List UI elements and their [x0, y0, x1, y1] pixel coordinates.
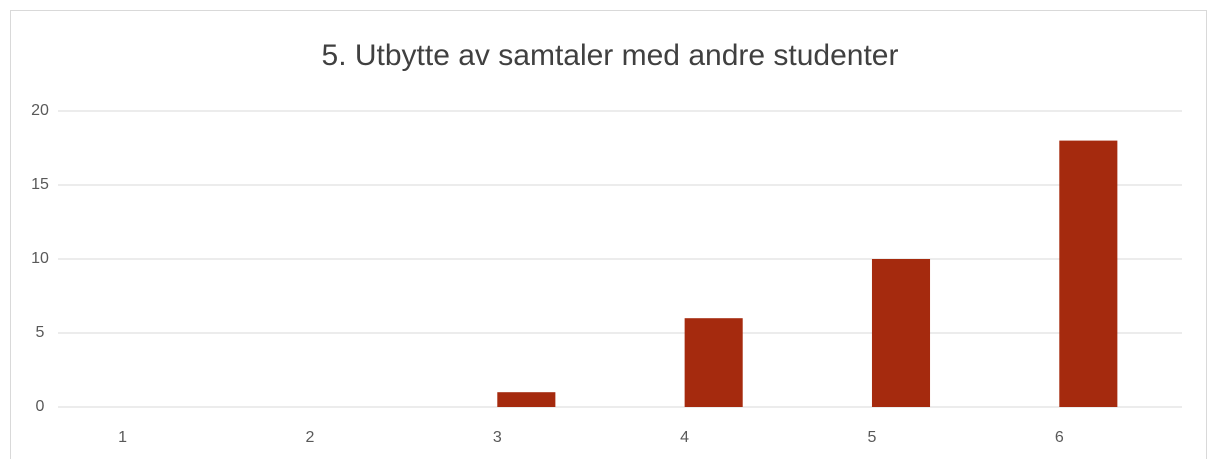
bar: [684, 318, 743, 407]
bar: [871, 259, 931, 407]
chart-title: 5. Utbytte av samtaler med andre student…: [322, 39, 899, 72]
x-tick-label: 4: [680, 429, 689, 446]
bar: [497, 392, 556, 407]
bar: [1059, 140, 1118, 407]
y-tick-label: 20: [31, 102, 49, 119]
y-tick-label: 5: [36, 324, 45, 341]
x-tick-label: 1: [118, 429, 127, 446]
chart-frame: [10, 10, 1207, 459]
x-tick-label: 5: [868, 429, 877, 446]
y-tick-label: 0: [36, 398, 45, 415]
x-tick-label: 6: [1055, 429, 1064, 446]
y-tick-label: 15: [31, 176, 49, 193]
x-tick-label: 2: [306, 429, 315, 446]
x-tick-label: 3: [493, 429, 502, 446]
y-tick-label: 10: [31, 250, 49, 267]
